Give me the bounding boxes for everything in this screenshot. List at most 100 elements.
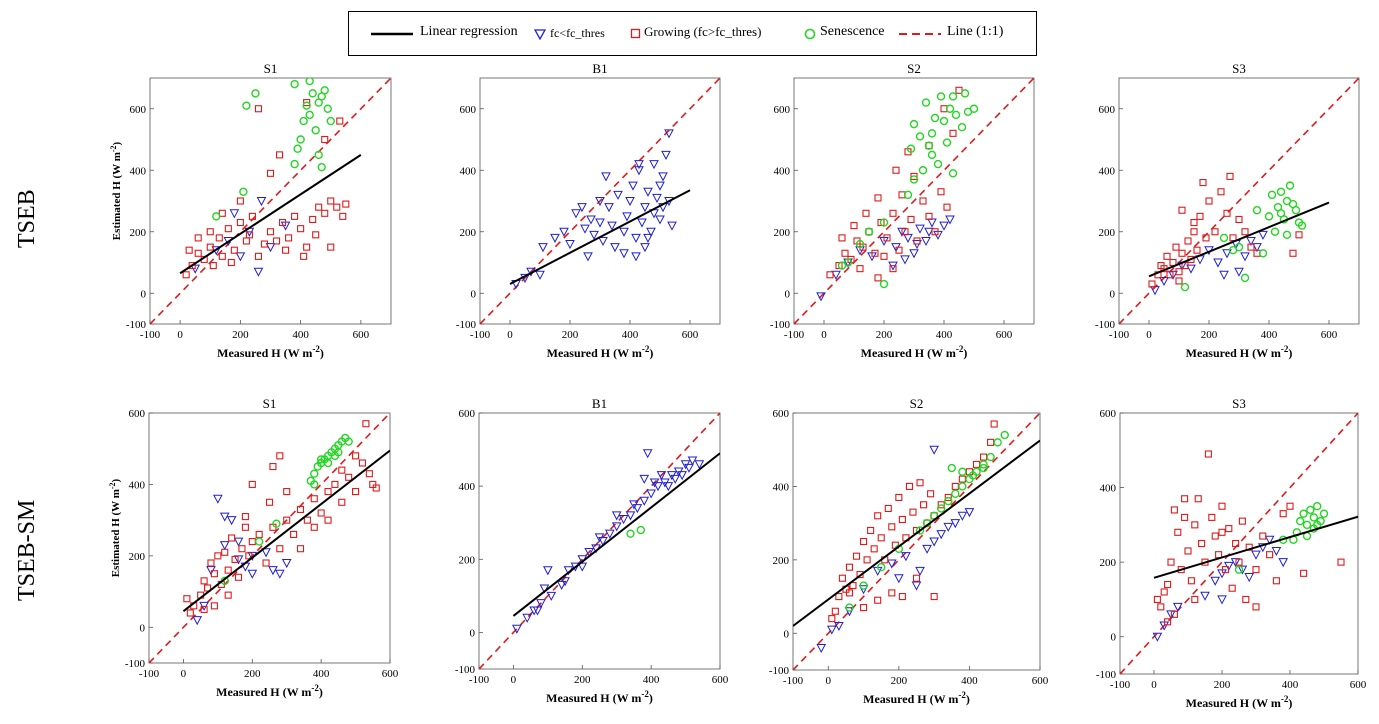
data-point-growing <box>310 523 318 531</box>
data-point-growing <box>303 243 311 251</box>
data-point-fc-lt <box>656 471 667 481</box>
data-point-fc-lt <box>649 478 660 488</box>
data-point-growing <box>245 552 253 560</box>
regression-line <box>182 449 390 613</box>
one-to-one-line <box>1119 78 1359 324</box>
data-point-growing <box>275 151 284 159</box>
data-point-growing <box>1295 231 1303 239</box>
data-point-growing <box>955 86 963 94</box>
one-to-one-line <box>479 413 720 669</box>
data-point-fc-lt <box>631 233 641 243</box>
data-point-fc-lt <box>658 172 668 182</box>
data-point-senescence <box>296 135 305 144</box>
data-point-senescence <box>906 144 916 153</box>
x-tick-label: 600 <box>1350 679 1367 691</box>
data-point-senescence <box>933 159 943 169</box>
data-point-growing <box>1235 558 1243 566</box>
data-point-fc-lt <box>943 522 954 532</box>
y-axis-label: Estimated H (W m-2) <box>108 478 123 577</box>
chart-title: S2 <box>910 396 924 411</box>
data-point-fc-lt <box>900 255 910 265</box>
data-point-fc-lt <box>546 591 557 601</box>
data-point-growing <box>826 271 834 279</box>
x-tick-label: 200 <box>1214 679 1231 691</box>
data-point-growing <box>352 488 360 496</box>
chart-title: S3 <box>1232 61 1246 76</box>
data-point-growing <box>206 243 214 251</box>
data-point-growing <box>296 505 305 513</box>
regression-line <box>509 189 691 285</box>
data-point-growing <box>272 237 281 245</box>
data-point-fc-lt <box>229 209 240 219</box>
y-tick-label: 600 <box>773 408 790 420</box>
chart-panel-8: -100 0 200 400 600 -100 0 200 400 600 S3 Measured H… <box>1096 396 1367 710</box>
y-tick-label: 600 <box>129 408 146 420</box>
data-point-growing <box>1164 580 1172 589</box>
data-point-fc-lt <box>694 460 705 470</box>
data-point-growing <box>266 169 275 177</box>
x-tick-label: 200 <box>574 674 591 686</box>
data-point-growing <box>365 470 373 478</box>
data-point-growing <box>315 203 323 211</box>
data-point-senescence <box>918 166 928 175</box>
data-point-growing <box>342 200 350 208</box>
data-point-fc-lt <box>595 218 605 228</box>
x-tick-label: 600 <box>353 329 370 341</box>
data-point-growing <box>210 602 218 610</box>
data-point-fc-lt <box>929 537 939 547</box>
data-point-fc-lt <box>1264 535 1275 545</box>
data-point-growing <box>1181 513 1189 521</box>
data-point-fc-lt <box>1271 546 1282 557</box>
data-point-growing <box>1218 502 1226 510</box>
one-to-one-line <box>150 78 391 324</box>
data-point-senescence <box>1252 206 1262 215</box>
data-point-senescence <box>310 480 319 489</box>
data-point-fc-lt <box>655 215 665 225</box>
data-point-senescence <box>1282 230 1292 240</box>
data-point-fc-lt <box>632 504 643 514</box>
data-point-senescence <box>945 104 955 113</box>
data-point-growing <box>1153 595 1161 603</box>
regression-line <box>179 154 362 275</box>
data-point-growing <box>1163 252 1171 260</box>
data-point-fc-lt <box>661 150 671 160</box>
x-tick-label: 200 <box>244 668 261 680</box>
data-point-fc-lt <box>642 449 653 459</box>
data-point-fc-lt <box>911 581 922 591</box>
data-point-fc-lt <box>936 530 947 540</box>
data-point-fc-lt <box>1222 249 1232 259</box>
data-point-growing <box>937 188 945 196</box>
data-point-growing <box>321 209 329 217</box>
data-point-fc-lt <box>1234 267 1244 277</box>
data-point-growing <box>310 495 318 503</box>
x-axis-label: Measured H (W m-2) <box>861 344 968 360</box>
data-point-growing <box>333 203 341 211</box>
x-tick-label: -100 <box>139 668 160 680</box>
data-point-senescence <box>1219 233 1229 243</box>
data-point-growing <box>362 420 370 428</box>
x-axis-label: Measured H (W m-2) <box>863 690 970 706</box>
x-tick-label: 400 <box>936 329 953 341</box>
data-point-growing <box>931 228 939 236</box>
data-point-fc-lt <box>894 574 904 584</box>
data-point-senescence <box>960 89 970 98</box>
data-point-fc-lt <box>268 566 278 576</box>
data-point-growing <box>285 234 293 242</box>
y-tick-label: -100 <box>1096 669 1117 681</box>
data-point-fc-lt <box>886 559 897 569</box>
data-point-fc-lt <box>512 624 522 634</box>
plot-area <box>794 78 1034 324</box>
data-point-senescence <box>1285 181 1295 190</box>
x-tick-label: 400 <box>1282 679 1299 691</box>
data-point-fc-lt <box>684 463 694 473</box>
data-point-growing <box>845 563 854 571</box>
data-point-growing <box>291 212 299 220</box>
data-point-growing <box>874 194 882 202</box>
data-point-senescence <box>936 92 946 101</box>
data-point-growing <box>895 246 903 254</box>
x-axis-label: Measured H (W m-2) <box>1186 694 1293 710</box>
data-point-growing <box>183 595 191 603</box>
data-point-senescence <box>290 79 299 89</box>
y-tick-label: 0 <box>140 622 146 634</box>
data-point-growing <box>1175 277 1183 285</box>
